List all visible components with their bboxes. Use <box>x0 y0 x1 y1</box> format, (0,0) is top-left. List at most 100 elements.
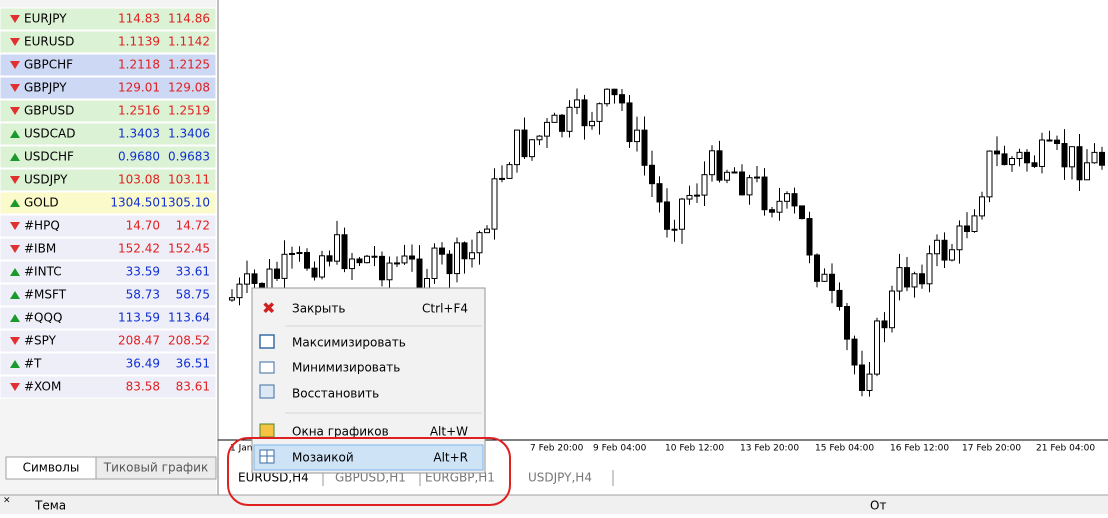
candle-body <box>851 338 858 366</box>
candle-body <box>754 176 760 179</box>
candle-body <box>506 164 513 179</box>
candle-body <box>829 273 835 291</box>
candle-body <box>806 218 813 256</box>
candle-body <box>1046 139 1053 142</box>
trend-arrow <box>10 107 20 115</box>
candle-body <box>626 102 633 143</box>
symbol: #XOM <box>24 380 61 394</box>
candle-body <box>431 247 438 279</box>
time-label: 7 Feb 20:00 <box>530 444 584 454</box>
candle-body <box>559 114 565 132</box>
candle-body <box>814 254 820 282</box>
chart-tab[interactable]: EURUSD,H4 <box>238 471 309 485</box>
ask: 113.64 <box>168 311 210 325</box>
candle-body <box>866 373 873 391</box>
candle-body <box>341 234 348 270</box>
row-background <box>0 306 217 330</box>
menu-item[interactable]: Восстановить <box>292 387 379 401</box>
row-background <box>0 260 217 284</box>
menu-highlight <box>253 444 484 471</box>
menu-item[interactable]: Окна графиков <box>292 425 389 439</box>
candle-body <box>379 255 385 281</box>
trend-arrow <box>10 383 20 391</box>
candle-body <box>724 171 730 181</box>
trend-arrow <box>10 291 20 299</box>
terminal-column: Тема <box>34 499 66 513</box>
row-background <box>0 76 217 100</box>
candle-body <box>544 121 550 137</box>
candle-body <box>1039 139 1045 167</box>
candle-body <box>761 176 768 211</box>
time-label: 1 Jan <box>230 444 252 454</box>
chart-tab[interactable]: USDJPY,H4 <box>528 471 592 485</box>
ask: 36.51 <box>176 357 210 371</box>
row-background <box>0 30 217 54</box>
candle-body <box>716 150 723 181</box>
bid: 1304.50 <box>110 196 160 210</box>
ask: 14.72 <box>176 219 210 233</box>
menu-item[interactable]: Максимизировать <box>292 336 406 350</box>
candle-body <box>289 252 295 255</box>
candle-body <box>364 255 370 264</box>
candle-body <box>986 150 993 198</box>
bid: 36.49 <box>126 357 160 371</box>
trend-arrow <box>10 176 20 184</box>
candle-body <box>476 232 483 254</box>
trend-arrow <box>10 268 20 276</box>
candle-body <box>701 174 708 196</box>
row-background <box>0 53 217 77</box>
candle-body <box>1001 153 1008 166</box>
windows-icon <box>259 423 275 438</box>
row-background <box>0 168 217 192</box>
candle-body <box>994 150 1000 155</box>
candle-body <box>296 252 303 255</box>
candle-body <box>334 234 340 262</box>
candle-body <box>694 194 700 197</box>
candle-body <box>911 273 918 288</box>
candle-body <box>1076 146 1083 181</box>
candle-body <box>596 103 603 122</box>
candle-body <box>446 253 453 275</box>
symbol: #SPY <box>24 334 57 348</box>
candle-body <box>1024 151 1030 164</box>
candle-body <box>739 171 745 196</box>
time-label: 9 Feb 04:00 <box>593 444 647 454</box>
candle-body <box>1099 151 1105 166</box>
candle-body <box>926 253 933 285</box>
bid: 113.59 <box>118 311 160 325</box>
time-label: 17 Feb 20:00 <box>962 444 1021 454</box>
bid: 208.47 <box>118 334 160 348</box>
menu-shortcut: Ctrl+F4 <box>422 302 468 316</box>
candle-body <box>304 252 310 269</box>
candle-body <box>1009 158 1015 166</box>
candle-body <box>746 177 753 196</box>
menu-item[interactable]: Мозаикой <box>292 451 354 465</box>
candle-body <box>836 289 843 307</box>
candle-body <box>1061 143 1068 168</box>
row-background <box>0 191 217 215</box>
candle-body <box>356 258 363 264</box>
candle-body <box>979 196 985 217</box>
bid: 83.58 <box>126 380 160 394</box>
candle-body <box>326 255 333 262</box>
chart-tab[interactable]: EURGBP,H1 <box>425 471 495 485</box>
candle-body <box>664 201 670 230</box>
chart-tab[interactable]: GBPUSD,H1 <box>335 471 406 485</box>
candle-body <box>949 249 955 261</box>
close-x[interactable]: × <box>3 496 11 506</box>
candle-body <box>686 194 693 200</box>
candle-body <box>634 129 640 143</box>
candle-body <box>461 242 468 260</box>
candle-body <box>896 267 903 292</box>
candle-body <box>349 258 355 270</box>
time-label: 16 Feb 12:00 <box>890 444 949 454</box>
panel-tab[interactable] <box>95 456 217 480</box>
candle-body <box>551 114 558 123</box>
bid: 1.2118 <box>118 58 160 72</box>
menu-item[interactable]: Минимизировать <box>292 361 400 375</box>
menu-item[interactable]: Закрыть <box>292 302 345 316</box>
candle-body <box>514 129 520 166</box>
candle-body <box>394 262 400 265</box>
bid: 129.01 <box>118 81 160 95</box>
time-label: 21 Feb 04:00 <box>1036 444 1095 454</box>
